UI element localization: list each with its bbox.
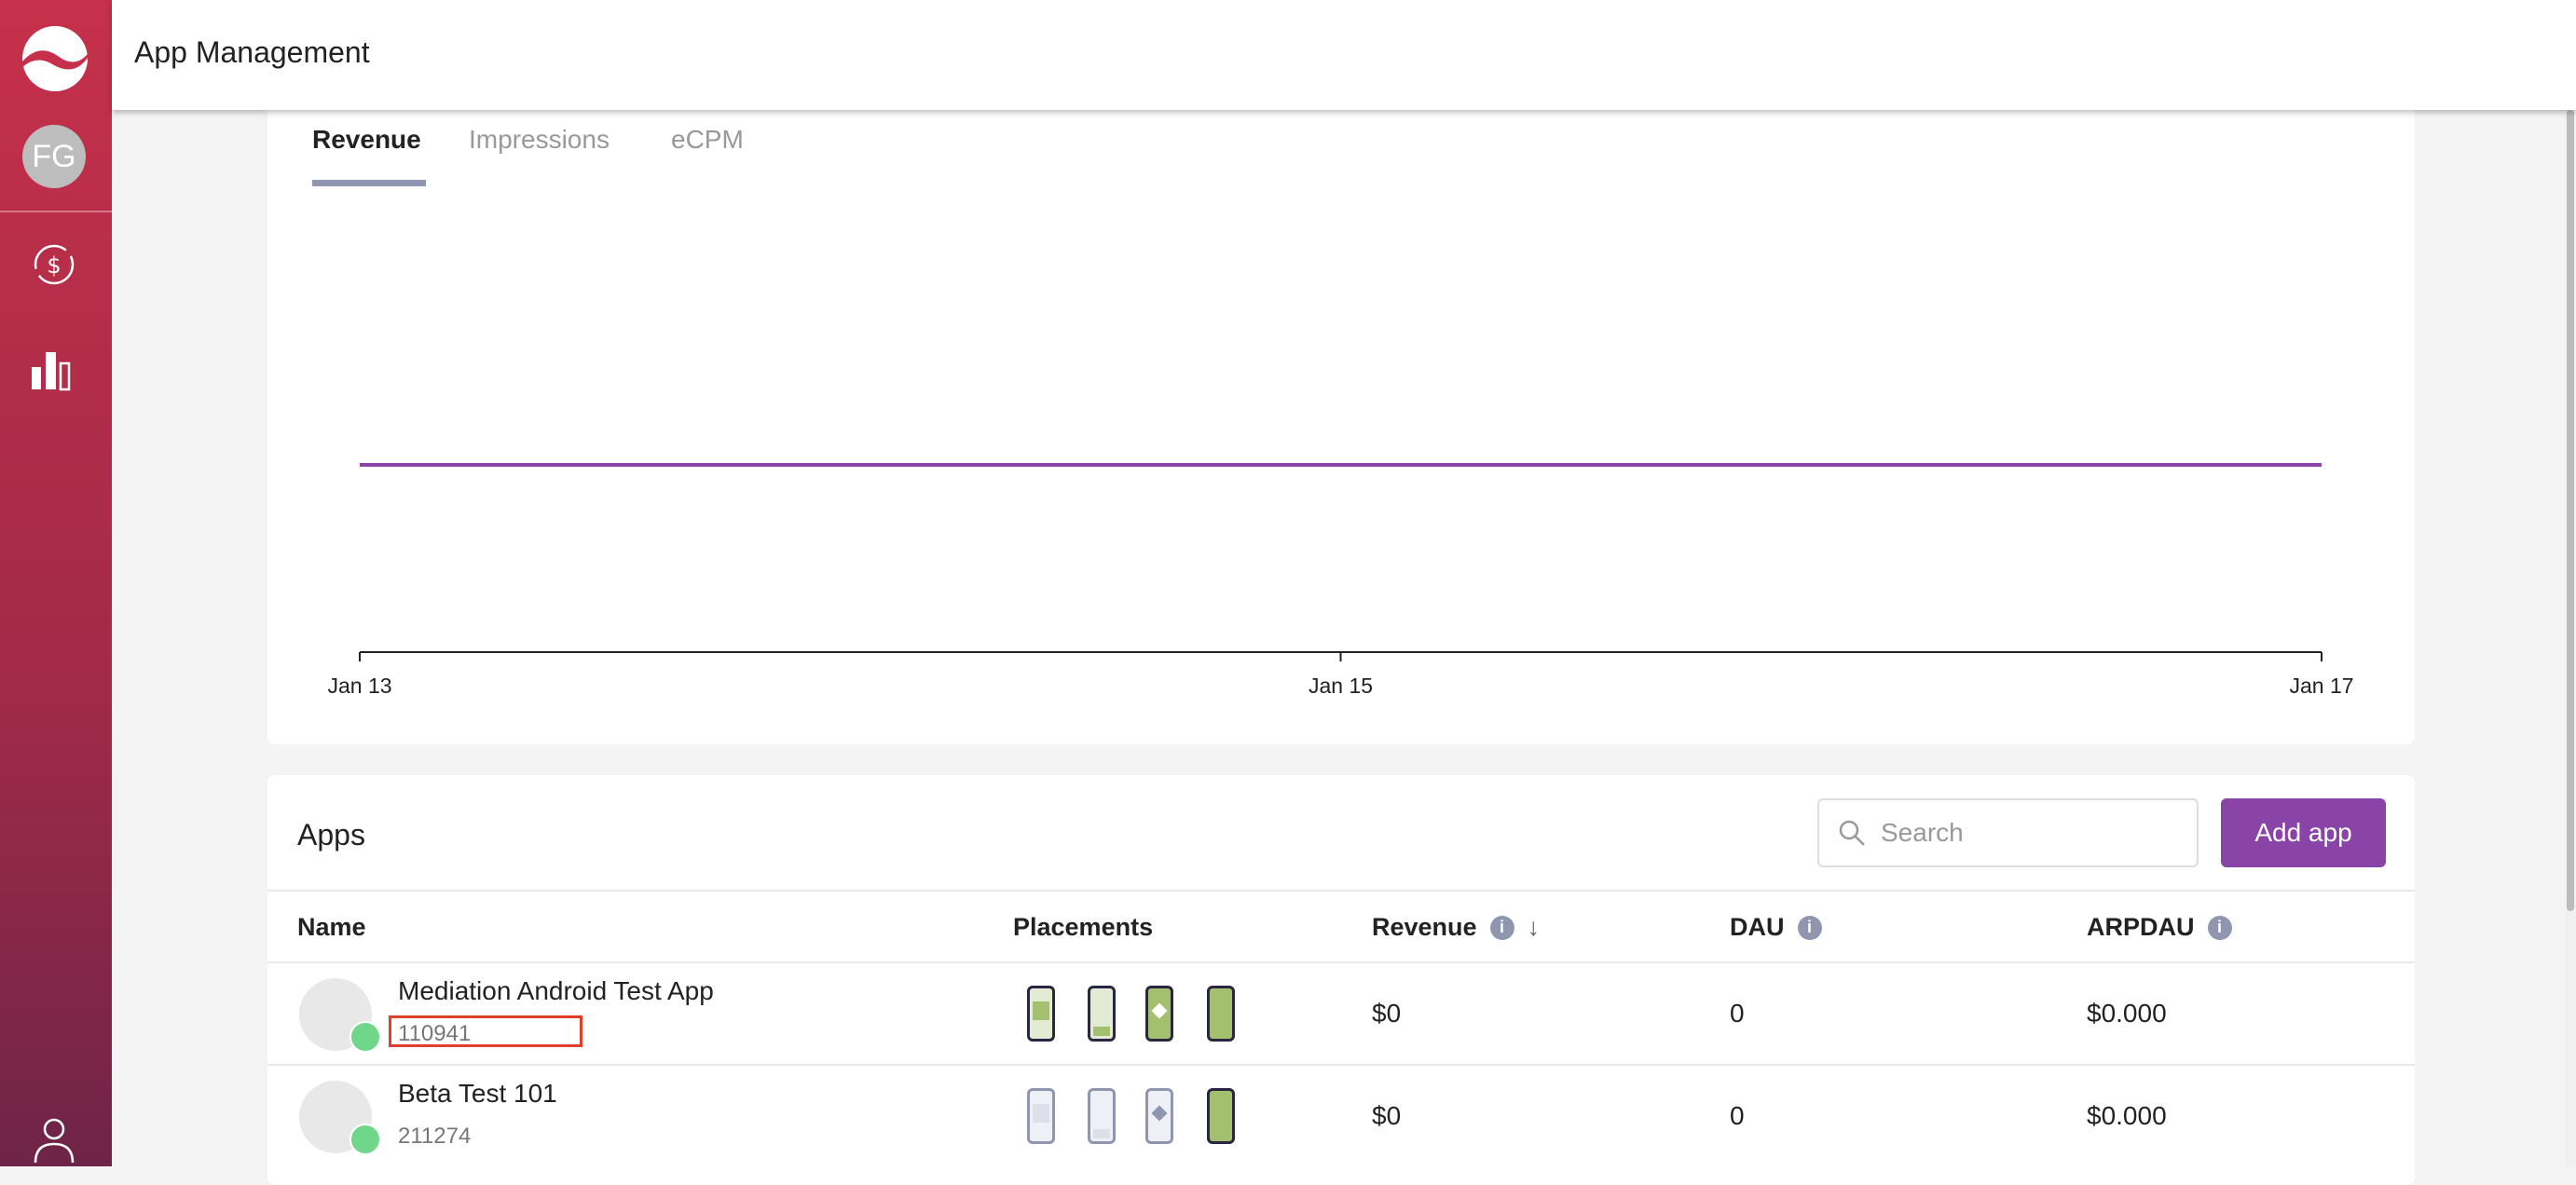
user-icon[interactable] (28, 1114, 80, 1166)
arpdau-value: $0.000 (2087, 999, 2167, 1028)
apps-card: Apps Search Add app Name Placements Reve… (267, 775, 2415, 1185)
app-name[interactable]: Mediation Android Test App (398, 976, 714, 1005)
column-label: ARPDAU (2087, 913, 2195, 941)
divider (0, 211, 112, 212)
search-input[interactable]: Search (1817, 798, 2199, 867)
divider (267, 1064, 2415, 1066)
placement-icon[interactable] (1207, 986, 1235, 1042)
tab-ecpm[interactable]: eCPM (671, 125, 744, 154)
tab-revenue[interactable]: Revenue (312, 125, 421, 154)
revenue-value: $0 (1372, 999, 1402, 1028)
x-tick-label: Jan 17 (2289, 674, 2353, 698)
revenue-chart: Jan 13 Jan 15 Jan 17 (327, 463, 2354, 698)
revenue-value: $0 (1372, 1101, 1402, 1130)
search-placeholder: Search (1881, 818, 1964, 847)
column-label: Revenue (1372, 913, 1477, 941)
column-placements: Placements (1013, 913, 1153, 942)
placement-icon[interactable] (1027, 986, 1055, 1042)
arpdau-value: $0.000 (2087, 1101, 2167, 1130)
logo-icon[interactable] (21, 24, 89, 93)
column-arpdau[interactable]: ARPDAU i (2087, 913, 2232, 942)
divider (267, 890, 2415, 892)
analytics-icon[interactable] (28, 345, 80, 397)
tab-impressions[interactable]: Impressions (469, 125, 610, 154)
header: App Management (112, 0, 2576, 110)
android-icon (349, 1021, 381, 1053)
page-title: App Management (134, 35, 370, 69)
info-icon[interactable]: i (1489, 915, 1514, 940)
search-icon (1839, 820, 1865, 846)
x-tick-label: Jan 13 (327, 674, 391, 698)
svg-text:$: $ (47, 252, 61, 279)
sidebar: FG $ (0, 0, 112, 1166)
placement-icon[interactable] (1145, 986, 1173, 1042)
column-label: Placements (1013, 913, 1154, 941)
app-id: 110941 (398, 1021, 472, 1046)
table-row[interactable]: Beta Test 101 211274 $0 0 $0.000 (267, 1066, 2415, 1166)
column-label: DAU (1730, 913, 1785, 941)
highlight-box (389, 1015, 582, 1047)
placement-icon[interactable] (1088, 986, 1116, 1042)
placement-icon[interactable] (1207, 1088, 1235, 1144)
sort-down-icon[interactable]: ↓ (1527, 913, 1541, 941)
info-icon[interactable]: i (2207, 915, 2232, 940)
active-tab-indicator (312, 180, 426, 186)
table-row[interactable]: Mediation Android Test App 110941 $0 0 $… (267, 963, 2415, 1066)
placement-icon[interactable] (1027, 1088, 1055, 1144)
monetization-icon[interactable]: $ (28, 238, 80, 291)
chart-card: Revenue Impressions eCPM Jan 13 Jan 15 Jan… (267, 84, 2415, 744)
placement-icon[interactable] (1145, 1088, 1173, 1144)
scrollbar-thumb[interactable] (2567, 110, 2574, 911)
info-icon[interactable]: i (1797, 915, 1822, 940)
divider (267, 961, 2415, 963)
apps-title: Apps (297, 818, 365, 851)
placement-icon[interactable] (1088, 1088, 1116, 1144)
avatar[interactable]: FG (22, 125, 86, 188)
x-tick-label: Jan 15 (1309, 674, 1373, 698)
app-id: 211274 (398, 1124, 472, 1149)
column-dau[interactable]: DAU i (1730, 913, 1822, 942)
app-name[interactable]: Beta Test 101 (398, 1079, 557, 1108)
dau-value: 0 (1730, 1101, 1745, 1130)
column-name[interactable]: Name (297, 913, 366, 942)
column-label: Name (297, 913, 366, 941)
android-icon (349, 1124, 381, 1155)
dau-value: 0 (1730, 999, 1745, 1028)
column-revenue[interactable]: Revenue i ↓ (1372, 913, 1540, 942)
add-app-button[interactable]: Add app (2221, 798, 2386, 867)
